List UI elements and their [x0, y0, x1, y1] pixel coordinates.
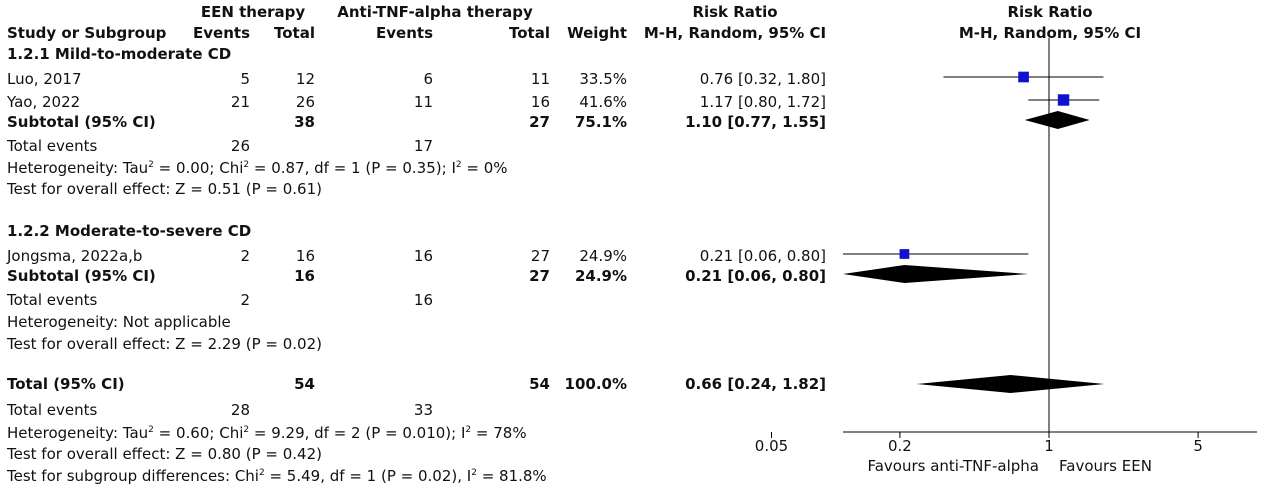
x-axis-tick-label: 1: [1044, 437, 1054, 455]
een-events: 5: [240, 70, 250, 88]
study-name: Jongsma, 2022a,b: [7, 247, 143, 265]
study-point-square: [1018, 71, 1029, 83]
heterogeneity-text: Heterogeneity: Tau2 = 0.00; Chi2 = 0.87,…: [7, 159, 508, 177]
tnf-events: 11: [413, 93, 433, 111]
heterogeneity-text: Heterogeneity: Not applicable: [7, 313, 231, 331]
rr-method-header: M-H, Random, 95% CI: [643, 24, 827, 42]
een-group-header: EEN therapy: [200, 3, 306, 21]
total-een-total: 54: [294, 375, 315, 393]
rr-ci-value: 0.76 [0.32, 1.80]: [699, 70, 826, 88]
study-name: Yao, 2022: [7, 93, 81, 111]
een-total-header: Total: [274, 24, 315, 42]
x-axis-tick-label: 0.05: [755, 437, 788, 455]
x-axis-tick-label: 0.2: [888, 437, 912, 455]
overall-effect-text: Test for overall effect: Z = 2.29 (P = 0…: [7, 335, 322, 353]
tnf-total: 11: [530, 70, 550, 88]
pooled-diamond: [1024, 111, 1090, 129]
subtotal-weight: 24.9%: [574, 267, 627, 285]
total-weight: 100.0%: [564, 375, 627, 393]
tnf-group-header: Anti-TNF-alpha therapy: [337, 3, 533, 21]
total-events-een: 2: [240, 291, 250, 309]
total-events-tnf: 16: [413, 291, 433, 309]
tnf-events: 6: [423, 70, 433, 88]
total-events-een: 26: [230, 137, 250, 155]
een-total: 16: [295, 247, 315, 265]
total-events-tnf: 17: [413, 137, 433, 155]
heterogeneity-text: Heterogeneity: Tau2 = 0.60; Chi2 = 9.29,…: [7, 424, 527, 442]
een-total: 26: [295, 93, 315, 111]
study-name: Luo, 2017: [7, 70, 82, 88]
favours-right-label: Favours EEN: [1059, 457, 1152, 475]
subgroup-differences-text: Test for subgroup differences: Chi2 = 5.…: [7, 467, 547, 485]
x-axis-tick-label: 5: [1193, 437, 1203, 455]
total-label: Total (95% CI): [7, 375, 125, 393]
plot-method-header: M-H, Random, 95% CI: [958, 24, 1142, 42]
pooled-diamond: [843, 265, 1029, 283]
favours-left-label: Favours anti-TNF-alpha: [867, 457, 1039, 475]
subtotal-tnf-total: 27: [529, 267, 550, 285]
total-rr-ci: 0.66 [0.24, 1.82]: [685, 375, 826, 393]
total-events-tnf: 33: [413, 401, 433, 419]
subtotal-label: Subtotal (95% CI): [7, 113, 156, 131]
total-events-label: Total events: [7, 137, 98, 155]
een-events-header: Events: [193, 24, 250, 42]
weight-value: 33.5%: [579, 70, 627, 88]
subtotal-tnf-total: 27: [529, 113, 550, 131]
total-events-label: Total events: [7, 291, 98, 309]
subtotal-label: Subtotal (95% CI): [7, 267, 156, 285]
subtotal-een-total: 16: [294, 267, 315, 285]
subtotal-weight: 75.1%: [574, 113, 627, 131]
total-tnf-total: 54: [529, 375, 550, 393]
tnf-total-header: Total: [509, 24, 550, 42]
subtotal-een-total: 38: [294, 113, 315, 131]
study-point-square: [1057, 94, 1070, 106]
pooled-diamond: [916, 375, 1105, 393]
rr-ci-value: 1.17 [0.80, 1.72]: [699, 93, 826, 111]
overall-effect-text: Test for overall effect: Z = 0.51 (P = 0…: [7, 180, 322, 198]
tnf-events-header: Events: [376, 24, 433, 42]
tnf-total: 27: [530, 247, 550, 265]
plot-title-header: Risk Ratio: [1007, 3, 1093, 21]
subtotal-rr-ci: 1.10 [0.77, 1.55]: [685, 113, 826, 131]
overall-effect-text: Test for overall effect: Z = 0.80 (P = 0…: [7, 445, 322, 463]
subgroup-title: 1.2.2 Moderate-to-severe CD: [7, 222, 252, 240]
een-events: 2: [240, 247, 250, 265]
subtotal-rr-ci: 0.21 [0.06, 0.80]: [685, 267, 826, 285]
total-events-een: 28: [230, 401, 250, 419]
een-total: 12: [295, 70, 315, 88]
weight-value: 24.9%: [579, 247, 627, 265]
study-point-square: [899, 249, 910, 259]
tnf-events: 16: [413, 247, 433, 265]
study-column-header: Study or Subgroup: [7, 24, 167, 42]
weight-header: Weight: [567, 24, 627, 42]
rr-ci-value: 0.21 [0.06, 0.80]: [699, 247, 826, 265]
subgroup-title: 1.2.1 Mild-to-moderate CD: [7, 45, 232, 63]
rr-title-header: Risk Ratio: [692, 3, 778, 21]
total-events-label: Total events: [7, 401, 98, 419]
een-events: 21: [230, 93, 250, 111]
tnf-total: 16: [530, 93, 550, 111]
weight-value: 41.6%: [579, 93, 627, 111]
